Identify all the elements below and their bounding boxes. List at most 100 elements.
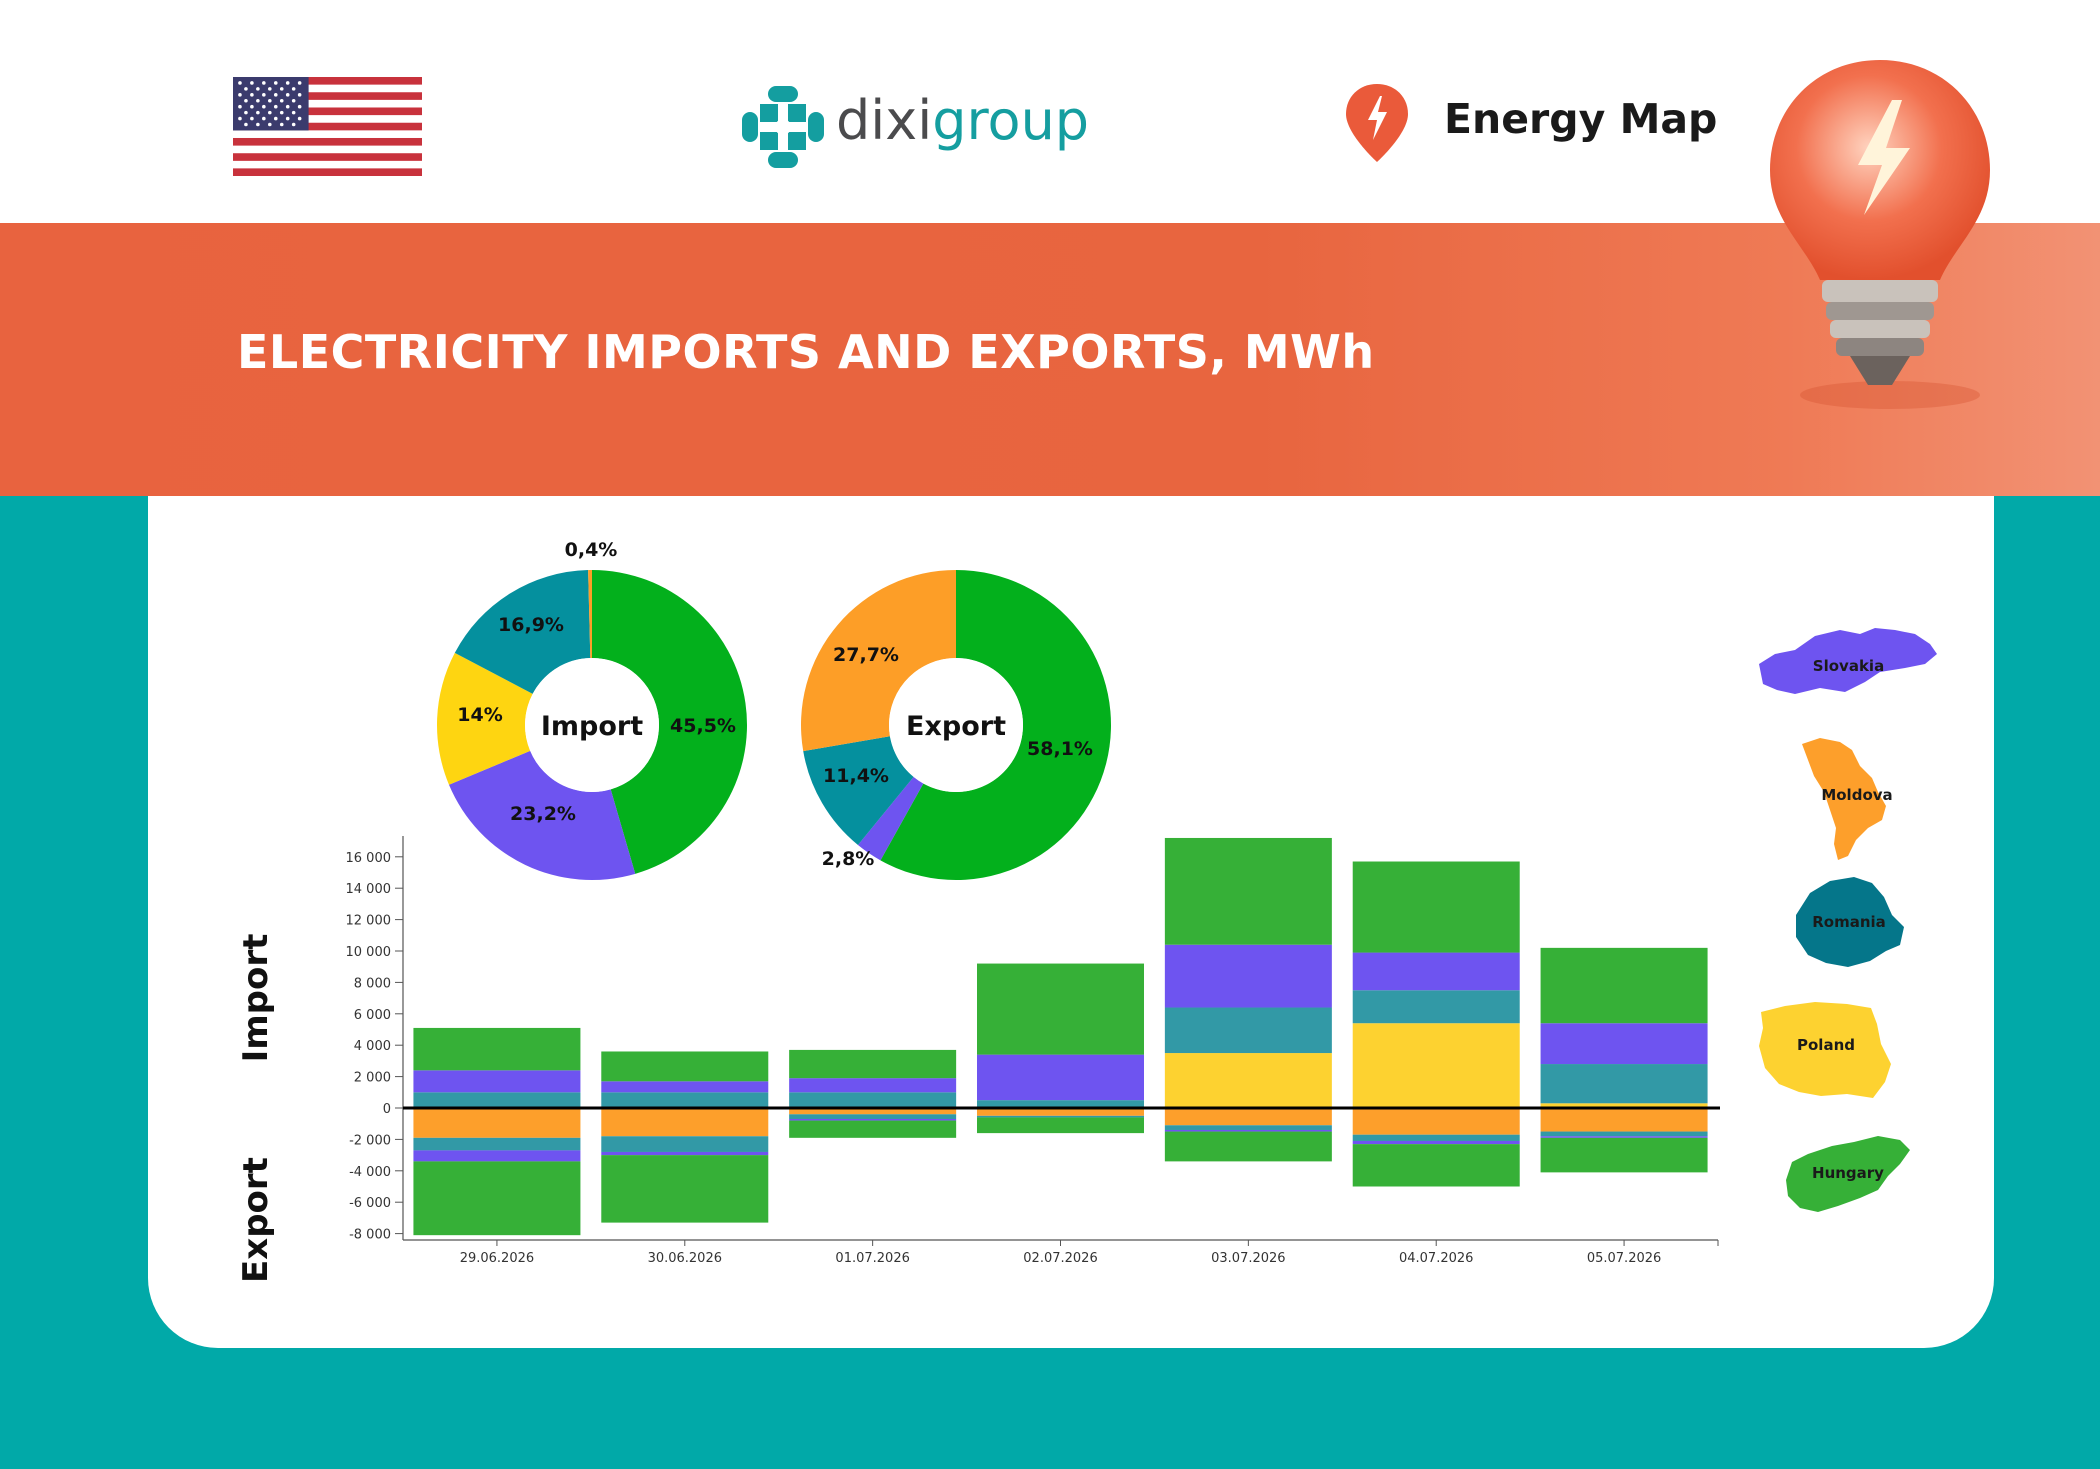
legend-label-poland: Poland (1797, 1036, 1855, 1054)
product-name[interactable]: Energy Map (1444, 95, 1718, 143)
y-tick-label: 8 000 (354, 976, 391, 991)
export-slice-label-moldova: 27,7% (833, 644, 899, 666)
moldova-map-icon (1802, 738, 1886, 860)
bar-import-romania-4[interactable] (977, 1100, 1144, 1108)
import-slice-label-moldova: 0,4% (565, 539, 618, 561)
bar-import-romania-3[interactable] (789, 1092, 957, 1108)
bar-import-romania-5[interactable] (1164, 1007, 1332, 1054)
bar-export-hungary-2[interactable] (601, 1155, 769, 1223)
bar-export-slovakia-3[interactable] (789, 1118, 957, 1121)
export-slice-label-romania: 11,4% (823, 765, 889, 787)
export-donut-hole (889, 658, 1023, 792)
bar-export-romania-2[interactable] (601, 1136, 769, 1152)
legend-item-moldova[interactable]: Moldova (1800, 736, 1893, 862)
x-tick-label: 04.07.2026 (1399, 1251, 1473, 1266)
import-slice-moldova[interactable] (588, 570, 592, 659)
bar-import-romania-6[interactable] (1352, 990, 1520, 1024)
import-slice-slovakia[interactable] (448, 750, 636, 880)
bar-export-romania-4[interactable] (977, 1115, 1144, 1118)
y-tick-label: 4 000 (354, 1039, 391, 1054)
export-slice-label-slovakia: 2,8% (822, 848, 875, 870)
legend-label-hungary: Hungary (1812, 1164, 1884, 1182)
bar-import-slovakia-6[interactable] (1352, 952, 1520, 991)
bar-export-slovakia-7[interactable] (1540, 1136, 1708, 1138)
bar-export-moldova-1[interactable] (413, 1108, 581, 1138)
y-tick-label: 2 000 (354, 1071, 391, 1086)
bar-import-hungary-4[interactable] (977, 963, 1144, 1055)
y-tick-label: 10 000 (346, 945, 392, 960)
bar-export-moldova-7[interactable] (1540, 1108, 1708, 1132)
page-title: ELECTRICITY IMPORTS AND EXPORTS, MWh (237, 325, 1375, 379)
bar-import-slovakia-5[interactable] (1164, 944, 1332, 1008)
poland-map-icon (1759, 1002, 1891, 1098)
bar-export-moldova-5[interactable] (1164, 1108, 1332, 1126)
import-slice-poland[interactable] (437, 652, 533, 785)
bar-import-slovakia-7[interactable] (1540, 1023, 1708, 1065)
bar-import-slovakia-2[interactable] (601, 1081, 769, 1093)
legend-item-hungary[interactable]: Hungary (1782, 1132, 1914, 1216)
bar-import-slovakia-4[interactable] (977, 1054, 1144, 1101)
brand-name-right: group (932, 89, 1090, 152)
bar-export-romania-5[interactable] (1164, 1125, 1332, 1130)
bar-import-poland-7[interactable] (1540, 1103, 1708, 1108)
bar-export-hungary-7[interactable] (1540, 1137, 1708, 1173)
bar-export-hungary-6[interactable] (1352, 1144, 1520, 1187)
bar-export-moldova-2[interactable] (601, 1108, 769, 1137)
us-flag-icon[interactable] (233, 77, 422, 176)
y-tick-label: -6 000 (349, 1196, 391, 1211)
import-slice-romania[interactable] (454, 570, 591, 694)
bar-export-hungary-3[interactable] (789, 1120, 957, 1138)
bar-export-slovakia-5[interactable] (1164, 1129, 1332, 1132)
bar-import-hungary-6[interactable] (1352, 861, 1520, 953)
bar-import-romania-2[interactable] (601, 1092, 769, 1108)
x-tick-label: 05.07.2026 (1587, 1251, 1661, 1266)
import-slice-hungary[interactable] (592, 570, 747, 874)
bar-export-moldova-3[interactable] (789, 1108, 957, 1115)
bar-export-slovakia-6[interactable] (1352, 1140, 1520, 1145)
bar-export-romania-1[interactable] (413, 1137, 581, 1151)
bar-export-moldova-4[interactable] (977, 1108, 1144, 1116)
legend-item-slovakia[interactable]: Slovakia (1755, 624, 1942, 697)
bar-import-hungary-1[interactable] (413, 1027, 581, 1071)
brand-name: dixigroup (836, 86, 1089, 156)
dixigroup-logo[interactable]: dixigroup (740, 84, 1110, 170)
bar-export-romania-3[interactable] (789, 1114, 957, 1119)
y-tick-label: -4 000 (349, 1165, 391, 1180)
romania-map-icon (1796, 877, 1904, 967)
bar-export-hungary-4[interactable] (977, 1117, 1144, 1134)
bar-export-romania-6[interactable] (1352, 1134, 1520, 1141)
import-slice-label-romania: 16,9% (498, 614, 564, 636)
bar-import-romania-7[interactable] (1540, 1064, 1708, 1104)
bar-import-poland-6[interactable] (1352, 1023, 1520, 1108)
bar-export-hungary-1[interactable] (413, 1161, 581, 1236)
export-slice-slovakia[interactable] (857, 776, 924, 861)
bar-import-poland-5[interactable] (1164, 1053, 1332, 1108)
lightbulb-icon (1770, 60, 1990, 409)
bar-import-hungary-3[interactable] (789, 1049, 957, 1079)
bar-export-hungary-5[interactable] (1164, 1131, 1332, 1162)
import-slice-label-hungary: 45,5% (670, 715, 736, 737)
bar-import-romania-1[interactable] (413, 1092, 581, 1108)
bar-export-slovakia-2[interactable] (601, 1151, 769, 1156)
x-tick-label: 30.06.2026 (648, 1251, 722, 1266)
bar-import-slovakia-3[interactable] (789, 1078, 957, 1093)
bar-import-hungary-2[interactable] (601, 1051, 769, 1082)
import-slice-label-poland: 14% (457, 704, 502, 726)
brand-name-left: dixi (836, 89, 933, 152)
hungary-map-icon (1786, 1136, 1910, 1212)
export-slice-hungary[interactable] (880, 570, 1112, 880)
y-tick-label: -8 000 (349, 1228, 391, 1243)
export-slice-romania[interactable] (803, 736, 914, 846)
bar-export-romania-7[interactable] (1540, 1131, 1708, 1137)
import-axis-label: Import (236, 934, 276, 1063)
legend-label-moldova: Moldova (1821, 786, 1893, 804)
bar-import-slovakia-1[interactable] (413, 1070, 581, 1093)
legend-item-romania[interactable]: Romania (1790, 875, 1908, 973)
y-tick-label: 0 (383, 1102, 391, 1117)
bar-import-hungary-7[interactable] (1540, 947, 1708, 1024)
legend-item-poland[interactable]: Poland (1755, 1000, 1897, 1103)
export-slice-moldova[interactable] (800, 570, 956, 752)
bar-export-moldova-6[interactable] (1352, 1108, 1520, 1135)
bar-export-slovakia-1[interactable] (413, 1150, 581, 1162)
bar-import-hungary-5[interactable] (1164, 837, 1332, 945)
